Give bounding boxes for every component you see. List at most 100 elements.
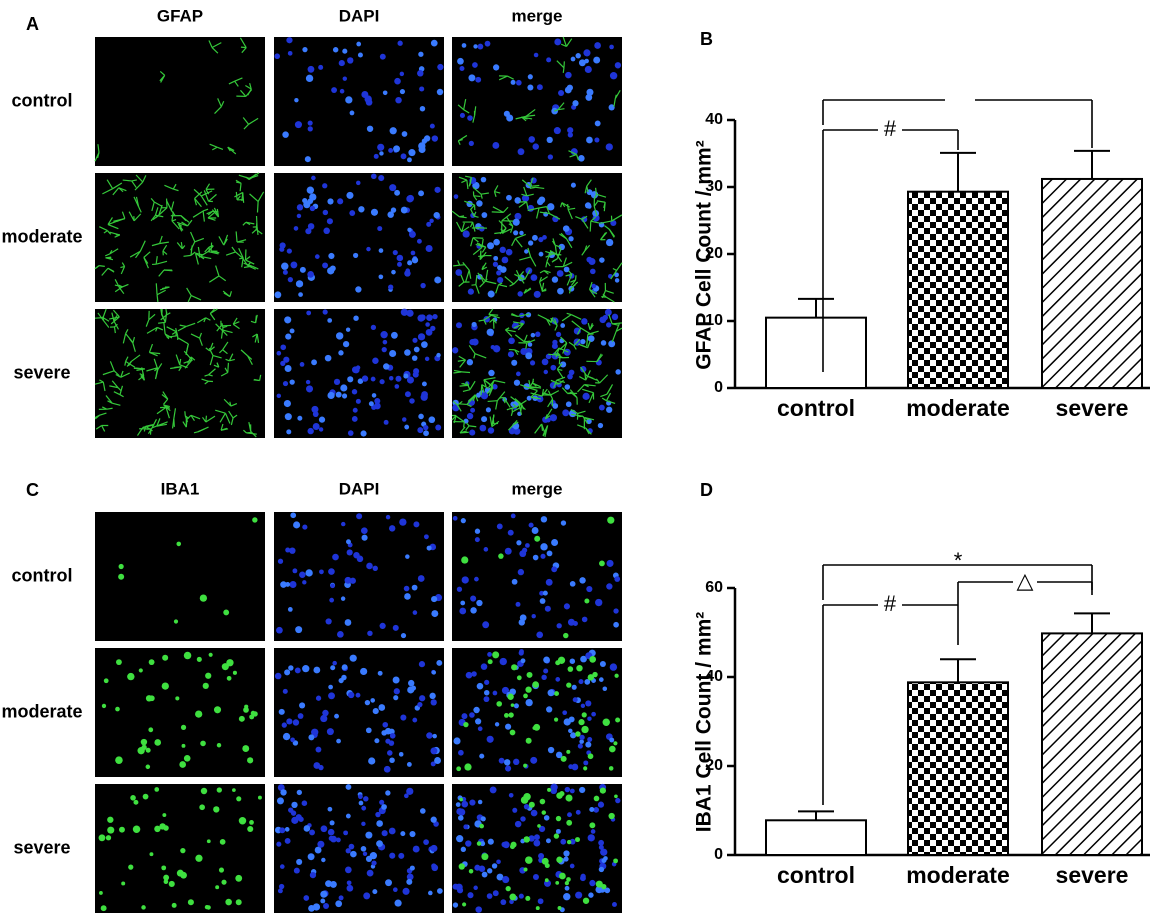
process (249, 193, 259, 202)
nucleus (277, 888, 283, 894)
nucleus (599, 660, 606, 667)
process (504, 276, 515, 285)
nucleus (521, 194, 530, 202)
nucleus (379, 622, 386, 629)
bar (1041, 632, 1143, 857)
process (495, 284, 500, 294)
nucleus (355, 286, 362, 293)
nucleus (551, 566, 558, 573)
process (481, 238, 484, 248)
process (220, 371, 229, 377)
nucleus (545, 838, 551, 844)
process (503, 397, 511, 408)
nucleus (399, 89, 406, 95)
nucleus (394, 77, 401, 85)
nucleus (579, 739, 584, 744)
nucleus (580, 655, 587, 663)
process (241, 192, 244, 202)
nucleus (341, 393, 348, 399)
process (556, 368, 564, 379)
process (556, 363, 563, 370)
nucleus (418, 190, 425, 197)
nucleus (361, 805, 367, 811)
process (512, 403, 517, 408)
microglia (235, 899, 242, 906)
micrograph-bg (274, 512, 444, 641)
nucleus (539, 590, 545, 596)
process (478, 319, 485, 322)
process (132, 342, 136, 352)
nucleus (281, 722, 287, 728)
nucleus (480, 176, 487, 183)
nucleus (463, 824, 469, 830)
micrograph (95, 648, 265, 777)
process (229, 358, 235, 362)
process (224, 367, 229, 373)
process (605, 392, 612, 401)
process (113, 370, 120, 377)
process (114, 323, 118, 328)
nucleus (289, 379, 295, 385)
process (487, 400, 498, 403)
nucleus (322, 709, 329, 717)
process (472, 247, 483, 256)
process (460, 274, 465, 283)
nucleus (309, 193, 317, 201)
nucleus (434, 186, 441, 193)
nucleus (320, 714, 328, 723)
process (483, 379, 487, 387)
nucleus (512, 807, 518, 813)
panel-label: B (700, 29, 713, 49)
process (247, 88, 252, 96)
nucleus (569, 788, 575, 794)
nucleus (528, 136, 536, 143)
microglia (608, 766, 614, 771)
process (228, 353, 234, 362)
nucleus (429, 218, 434, 223)
nucleus (280, 360, 286, 366)
nucleus (331, 87, 338, 94)
process (156, 423, 167, 427)
nucleus (317, 840, 325, 848)
nucleus (511, 578, 518, 585)
nucleus (423, 424, 429, 431)
microglia (175, 696, 180, 701)
process (161, 394, 169, 400)
microglia (176, 869, 184, 877)
nucleus (303, 825, 311, 832)
process (115, 373, 121, 378)
nucleus (393, 695, 399, 701)
nucleus (586, 136, 593, 144)
nucleus (483, 696, 490, 703)
nucleus (411, 584, 418, 591)
process (173, 188, 179, 192)
process (601, 296, 607, 298)
micrograph (451, 308, 623, 438)
nucleus (419, 86, 425, 92)
process (559, 233, 567, 240)
process (507, 75, 514, 80)
nucleus (489, 786, 497, 794)
process (157, 326, 164, 331)
nucleus (432, 313, 438, 320)
bar (907, 681, 1009, 857)
nucleus (392, 624, 399, 631)
process (252, 333, 258, 338)
process (232, 321, 240, 325)
nucleus (471, 671, 477, 677)
process (201, 190, 213, 197)
nucleus (564, 384, 571, 390)
nucleus (345, 848, 351, 854)
nucleus (563, 718, 571, 726)
microglia (195, 854, 203, 862)
nucleus (541, 358, 549, 366)
nucleus (307, 126, 313, 132)
process (234, 191, 244, 198)
nucleus (329, 820, 335, 826)
process (539, 276, 543, 283)
nucleus (597, 422, 604, 429)
microglia (232, 670, 237, 675)
nucleus (279, 827, 286, 834)
process (239, 89, 247, 97)
microglia (118, 573, 125, 580)
